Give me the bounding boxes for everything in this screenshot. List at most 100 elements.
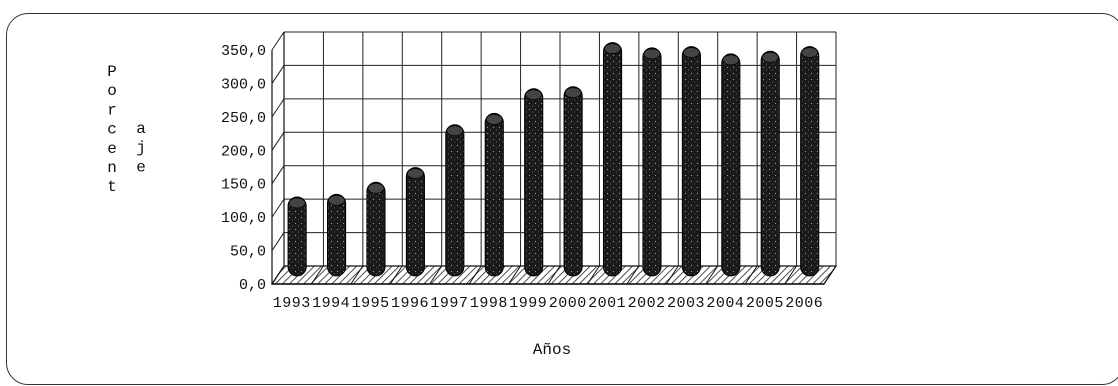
x-tick-label: 1995 <box>352 295 390 312</box>
y-label-letter: j <box>136 139 146 157</box>
bar <box>563 86 583 277</box>
bar-cap <box>288 197 306 209</box>
y-label-letter: e <box>107 140 117 158</box>
bar-body <box>405 167 425 277</box>
floor-divider <box>389 265 403 285</box>
x-tick-label: 1994 <box>312 295 350 312</box>
floor-divider <box>784 265 797 285</box>
y-tick-label: 250,0 <box>221 110 266 127</box>
bar-body <box>602 42 623 277</box>
bar <box>681 46 701 277</box>
gridline-diag <box>271 65 285 84</box>
y-tick-label: 100,0 <box>221 210 266 227</box>
bar-body <box>563 86 583 277</box>
y-label-letter: n <box>107 159 117 177</box>
floor-divider <box>823 265 837 285</box>
x-tick-label: 2003 <box>667 295 705 312</box>
x-tick-label: 1999 <box>509 295 547 312</box>
bar-body <box>484 112 504 277</box>
x-tick-label: 1993 <box>273 295 311 312</box>
floor-divider <box>587 265 600 285</box>
floor-divider <box>429 265 443 285</box>
bar <box>445 124 465 277</box>
x-tick-label: 2001 <box>588 295 626 312</box>
bar <box>602 42 623 277</box>
bar-cap <box>367 182 385 194</box>
floor-divider <box>665 265 679 285</box>
bar-cap <box>525 89 543 101</box>
floor-divider <box>744 265 758 285</box>
floor-divider <box>311 265 324 285</box>
bar-body <box>287 196 307 277</box>
bar-body <box>326 193 347 277</box>
bar <box>524 88 544 277</box>
x-tick-label: 2000 <box>549 295 587 312</box>
floor-divider <box>468 265 482 285</box>
y-tick-label: 50,0 <box>230 244 266 261</box>
x-tick-label: 2005 <box>746 295 784 312</box>
x-tick-label: 2002 <box>628 295 666 312</box>
y-label-letter: r <box>107 101 117 119</box>
x-tick-label: 1998 <box>470 295 508 312</box>
floor-divider <box>626 265 640 285</box>
y-label-letter: P <box>107 63 117 81</box>
bar-cap <box>761 51 779 63</box>
bar-body <box>760 50 780 277</box>
bar <box>721 53 741 277</box>
bar <box>366 181 386 277</box>
chart-frame <box>6 13 1118 385</box>
gridline-diag <box>271 132 285 151</box>
gridline-diag <box>271 232 285 251</box>
y-tick-label: 300,0 <box>221 76 266 93</box>
gridline-diag <box>271 31 285 51</box>
y-label-letter: t <box>107 178 117 196</box>
y-label-letter: o <box>107 82 117 100</box>
bar-body <box>642 47 662 277</box>
gridlines <box>271 31 837 285</box>
y-tick-label: 0,0 <box>239 277 266 294</box>
gridline-diag <box>271 198 285 218</box>
bar-body <box>524 88 544 277</box>
gridline-diag <box>271 165 285 184</box>
y-tick-label: 200,0 <box>221 143 266 160</box>
floor-divider <box>705 265 719 285</box>
floor-divider <box>508 265 521 285</box>
floor-divider <box>271 265 285 285</box>
bar <box>405 167 425 277</box>
bar <box>326 193 347 277</box>
x-axis-label: Años <box>533 341 571 359</box>
bar-cap <box>485 114 503 125</box>
bar <box>760 50 780 277</box>
bar-cap <box>604 43 622 54</box>
bar-cap <box>446 125 464 137</box>
gridline-diag <box>271 98 285 118</box>
tick-labels: 0,0 50,0 100,0 150,0 200,0 250,0 300,0 350,0 199… <box>221 43 823 312</box>
bar-cap <box>643 48 661 60</box>
bars <box>287 42 820 277</box>
bar-cap <box>406 168 424 179</box>
bar-body <box>800 46 820 277</box>
bar-body <box>366 181 386 277</box>
bar <box>642 47 662 277</box>
bar-body <box>445 124 465 277</box>
y-label-letter: a <box>136 120 146 138</box>
bar <box>800 46 820 277</box>
x-tick-label: 2004 <box>706 295 744 312</box>
bar <box>287 196 307 277</box>
bar-cap <box>722 54 740 66</box>
bar-body <box>681 46 701 277</box>
x-tick-label: 1996 <box>391 295 429 312</box>
y-tick-label: 150,0 <box>221 177 266 194</box>
y-label-letter: c <box>107 121 117 139</box>
axes <box>270 32 838 285</box>
bar-cap <box>564 87 582 99</box>
x-tick-label: 1997 <box>430 295 468 312</box>
x-tick-label: 2006 <box>785 295 823 312</box>
bar-body <box>721 53 741 277</box>
bar-cap <box>801 47 819 58</box>
floor-divider <box>547 265 561 285</box>
floor-divider <box>350 265 364 285</box>
y-label-letter: e <box>136 158 146 176</box>
